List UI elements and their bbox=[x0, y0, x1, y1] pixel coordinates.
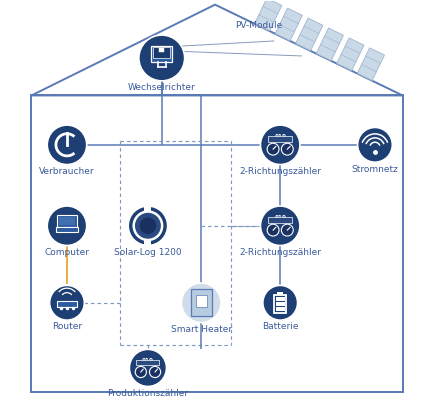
Text: Wechselrichter: Wechselrichter bbox=[128, 83, 196, 92]
Bar bbox=[56, 227, 78, 232]
Text: Batterie: Batterie bbox=[262, 322, 298, 332]
Circle shape bbox=[261, 125, 300, 164]
Circle shape bbox=[128, 206, 168, 246]
Circle shape bbox=[134, 212, 162, 240]
Bar bbox=[191, 289, 212, 316]
Text: Stromnetz: Stromnetz bbox=[352, 164, 399, 174]
Bar bbox=[57, 300, 77, 306]
Bar bbox=[145, 206, 152, 212]
Text: PV-Module: PV-Module bbox=[235, 21, 282, 30]
Circle shape bbox=[49, 285, 85, 320]
Circle shape bbox=[267, 224, 279, 236]
Text: Produktionszähler: Produktionszähler bbox=[107, 389, 188, 398]
Circle shape bbox=[281, 143, 293, 155]
Bar bbox=[274, 295, 286, 313]
Polygon shape bbox=[316, 28, 343, 61]
Text: Smart Heater: Smart Heater bbox=[171, 325, 232, 334]
Polygon shape bbox=[275, 8, 302, 41]
Circle shape bbox=[181, 283, 221, 322]
Bar bbox=[276, 297, 285, 301]
Bar bbox=[152, 46, 172, 62]
Text: Computer: Computer bbox=[45, 248, 89, 257]
Circle shape bbox=[263, 285, 297, 320]
Polygon shape bbox=[254, 0, 282, 31]
Circle shape bbox=[261, 206, 300, 246]
Bar bbox=[268, 136, 293, 142]
Text: 2-Richtungszähler: 2-Richtungszähler bbox=[239, 167, 321, 176]
Bar bbox=[145, 240, 152, 246]
Circle shape bbox=[357, 128, 392, 162]
Text: 019: 019 bbox=[274, 134, 286, 140]
Bar bbox=[268, 217, 293, 223]
Circle shape bbox=[47, 125, 87, 164]
Circle shape bbox=[281, 224, 293, 236]
Polygon shape bbox=[296, 18, 323, 51]
Circle shape bbox=[139, 35, 185, 81]
Bar bbox=[136, 360, 159, 365]
Text: Solar-Log 1200: Solar-Log 1200 bbox=[114, 248, 182, 257]
Bar bbox=[196, 295, 207, 307]
Circle shape bbox=[267, 143, 279, 155]
Bar bbox=[153, 47, 170, 58]
Bar bbox=[159, 48, 164, 52]
Text: Verbraucher: Verbraucher bbox=[39, 167, 95, 176]
Bar bbox=[276, 302, 285, 306]
Text: 019: 019 bbox=[274, 215, 286, 221]
Polygon shape bbox=[337, 38, 364, 71]
Circle shape bbox=[47, 206, 87, 246]
Text: 2-Richtungszähler: 2-Richtungszähler bbox=[239, 248, 321, 257]
Circle shape bbox=[135, 366, 146, 378]
FancyBboxPatch shape bbox=[57, 215, 77, 227]
Circle shape bbox=[149, 366, 161, 378]
Text: Router: Router bbox=[52, 322, 82, 332]
Bar bbox=[59, 217, 75, 225]
Circle shape bbox=[140, 218, 156, 234]
Polygon shape bbox=[357, 48, 385, 81]
Bar bbox=[277, 292, 283, 295]
Text: 019: 019 bbox=[142, 358, 154, 364]
Circle shape bbox=[129, 349, 166, 386]
Bar bbox=[276, 308, 285, 311]
